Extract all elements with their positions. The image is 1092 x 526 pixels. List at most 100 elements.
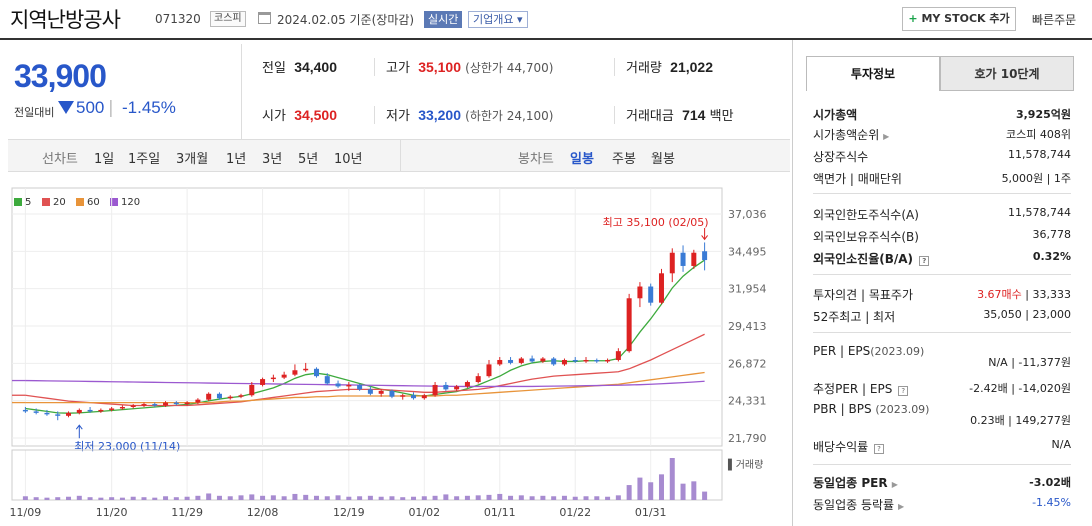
- volume-bar: [260, 495, 266, 500]
- change-separator: |: [108, 98, 114, 118]
- candle-body: [475, 376, 481, 383]
- period-3m[interactable]: 3개월: [176, 152, 209, 167]
- volume-bar: [615, 495, 621, 500]
- candle-body: [572, 359, 578, 362]
- volume-bar: [141, 497, 147, 500]
- volume-bar: [303, 494, 309, 500]
- candle-body: [324, 376, 330, 384]
- period-10y[interactable]: 10년: [334, 152, 363, 167]
- stat-prev: 전일 34,400: [262, 59, 338, 76]
- candle-daily[interactable]: 일봉: [570, 152, 594, 167]
- period-1y[interactable]: 1년: [226, 152, 247, 167]
- current-price: 33,900: [14, 58, 107, 94]
- volume-bar: [594, 496, 600, 500]
- candle-body: [313, 368, 319, 377]
- ma-line-20: [25, 333, 705, 407]
- volume-bar: [55, 497, 61, 500]
- realtime-button[interactable]: 실시간: [424, 11, 463, 28]
- help-icon[interactable]: ?: [898, 386, 909, 396]
- candle-body: [195, 399, 201, 403]
- candle-body: [173, 402, 179, 405]
- help-icon[interactable]: ?: [874, 444, 885, 454]
- volume-frame: [11, 449, 723, 501]
- low-annotation: 최저 23,000 (11/14): [74, 440, 180, 453]
- arrow-right-icon: ▶: [883, 132, 890, 141]
- candle-weekly[interactable]: 주봉: [612, 152, 636, 167]
- candle-body: [508, 359, 514, 363]
- candle-body: [249, 384, 255, 396]
- candle-body: [281, 374, 287, 378]
- volume-bar: [658, 474, 664, 500]
- period-bar: 선차트 1일 1주일 3개월 1년 3년 5년 10년 봉차트 일봉 주봉 월봉: [8, 139, 790, 172]
- legend-ma120: 120: [110, 197, 140, 208]
- candle-body: [378, 390, 384, 394]
- candle-body: [76, 409, 82, 413]
- quick-order-link[interactable]: 빠른주문: [1032, 13, 1077, 27]
- arrow-right-icon: ▶: [891, 480, 898, 489]
- volume-bar: [216, 495, 222, 500]
- volume-bar: [335, 495, 341, 500]
- candle-body: [292, 370, 298, 375]
- candle-body: [464, 382, 470, 387]
- volume-bar: [238, 495, 244, 500]
- candle-body: [529, 358, 535, 362]
- candle-body: [260, 379, 266, 385]
- period-3y[interactable]: 3년: [262, 152, 283, 167]
- candle-body: [66, 412, 72, 416]
- volume-bar: [66, 496, 72, 500]
- divider: [614, 106, 615, 124]
- volume-bar: [130, 496, 136, 500]
- help-icon[interactable]: ?: [919, 256, 930, 266]
- price-box: 33,900 전일대비 500 | -1.45%: [8, 44, 242, 139]
- candle-body: [583, 359, 589, 362]
- volume-bar: [184, 496, 190, 500]
- period-1w[interactable]: 1주일: [128, 152, 161, 167]
- volume-bar: [464, 495, 470, 500]
- candle-body: [605, 359, 611, 362]
- candle-body: [680, 252, 686, 266]
- candle-body: [658, 273, 664, 303]
- y-tick-label: 24,331: [728, 395, 767, 408]
- down-arrow-icon: [58, 101, 74, 114]
- stock-chart[interactable]: 37,036 34,495 31,954 29,413 26,872 24,331 21,7…: [0, 180, 790, 526]
- volume-bar: [173, 497, 179, 500]
- candle-body: [346, 384, 352, 387]
- volume-bar: [518, 495, 524, 500]
- candle-body: [669, 252, 675, 274]
- volume-bar: [680, 483, 686, 500]
- volume-bar: [626, 485, 632, 500]
- candle-body: [270, 377, 276, 380]
- volume-bar: [421, 496, 427, 500]
- period-1d[interactable]: 1일: [94, 152, 115, 167]
- candle-body: [33, 411, 39, 413]
- tab-orderbook[interactable]: 호가 10단계: [940, 56, 1074, 91]
- volume-bar: [529, 496, 535, 500]
- volume-bar: [389, 496, 395, 500]
- mystock-add-button[interactable]: + MY STOCK 추가: [902, 7, 1016, 31]
- mystock-label: MY STOCK 추가: [921, 12, 1010, 25]
- candle-body: [443, 384, 449, 390]
- volume-bar: [583, 496, 589, 500]
- volume-bar: [605, 496, 611, 500]
- x-tick-label: 11/09: [10, 506, 42, 519]
- period-5y[interactable]: 5년: [298, 152, 319, 167]
- price-stats: 전일 34,400 고가 35,100 (상한가 44,700) 거래량 21,…: [242, 44, 790, 139]
- candle-body: [152, 404, 158, 406]
- volume-bar: [669, 458, 675, 500]
- volume-bar: [432, 495, 438, 500]
- x-tick-label: 01/22: [559, 506, 591, 519]
- candle-body: [109, 408, 115, 410]
- stat-volume: 거래량 21,022: [626, 59, 713, 76]
- company-info-button[interactable]: 기업개요 ▾: [468, 11, 528, 28]
- volume-bar: [561, 495, 567, 500]
- y-tick-label: 37,036: [728, 208, 767, 221]
- legend-swatch: [14, 198, 22, 206]
- candle-monthly[interactable]: 월봉: [651, 152, 675, 167]
- y-tick-label: 21,790: [728, 432, 767, 445]
- candle-body: [486, 364, 492, 377]
- tab-invest-info[interactable]: 투자정보: [806, 56, 940, 91]
- ma-line-60: [25, 371, 705, 404]
- x-tick-label: 11/20: [96, 506, 128, 519]
- high-annotation: 최고 35,100 (02/05): [603, 216, 709, 229]
- legend-ma60: 60: [76, 197, 100, 208]
